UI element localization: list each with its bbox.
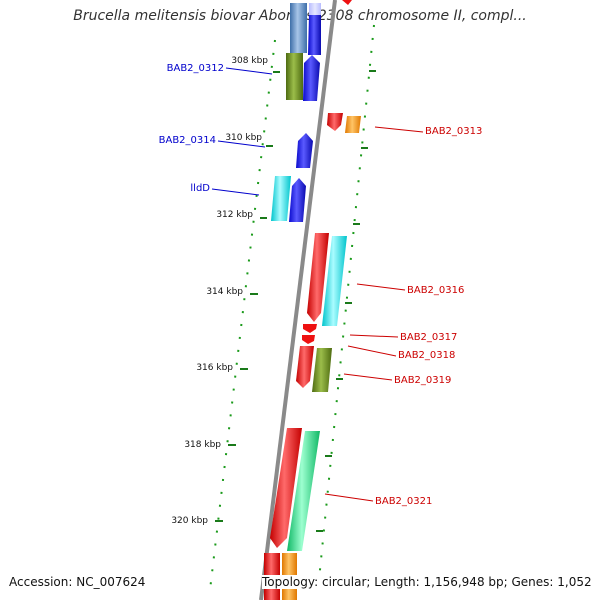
leader-lldd: [211, 188, 260, 196]
gene-blue-0312[interactable]: [303, 55, 320, 101]
gene-cyan-lldd[interactable]: [271, 176, 291, 221]
gene-orange-0313[interactable]: [345, 116, 361, 133]
gene-red-0317[interactable]: [303, 324, 317, 333]
label-bab2-0319[interactable]: BAB2_0319: [394, 375, 451, 386]
leader-bab2-0313: [374, 126, 424, 133]
tick-label-310: 310 kbp: [225, 133, 262, 143]
accession-text: Accession: NC_007624: [9, 575, 146, 589]
gene-red-0319[interactable]: [296, 346, 314, 388]
gene-red-0313[interactable]: [327, 113, 343, 131]
label-bab2-0318[interactable]: BAB2_0318: [398, 350, 455, 361]
gene-steel[interactable]: [290, 3, 307, 53]
chromosome-backbone: [259, 0, 337, 600]
gene-cyan-0316[interactable]: [322, 236, 347, 326]
label-bab2-0317[interactable]: BAB2_0317: [400, 332, 457, 343]
label-bab2-0316[interactable]: BAB2_0316: [407, 285, 464, 296]
tick-label-308: 308 kbp: [231, 56, 268, 66]
gene-red-0321[interactable]: [270, 428, 302, 548]
tick-label-316: 316 kbp: [196, 363, 233, 373]
leader-bab2-0317: [349, 334, 399, 338]
gene-blue-lldd[interactable]: [289, 178, 306, 222]
gene-olive-0319[interactable]: [312, 348, 332, 392]
label-bab2-0313[interactable]: BAB2_0313: [425, 126, 482, 137]
leader-bab2-0319: [343, 373, 393, 381]
tick-label-318: 318 kbp: [184, 440, 221, 450]
label-lldd[interactable]: lldD: [190, 183, 210, 194]
leader-bab2-0312: [225, 67, 273, 75]
gene-top-lavender[interactable]: [309, 3, 321, 15]
leader-bab2-0316: [356, 283, 406, 291]
tick-label-314: 314 kbp: [206, 287, 243, 297]
topology-summary: Topology: circular; Length: 1,156,948 bp…: [262, 575, 596, 589]
tick-marks: [215, 70, 376, 532]
inner-guide-ring: [209, 39, 276, 591]
tick-label-320: 320 kbp: [171, 516, 208, 526]
gene-red-0316[interactable]: [307, 233, 329, 322]
tick-label-312: 312 kbp: [216, 210, 253, 220]
gene-red-0318[interactable]: [302, 335, 315, 344]
leader-bab2-0321: [324, 493, 374, 502]
leader-bab2-0318: [347, 345, 397, 357]
gene-top-red-arrow[interactable]: [342, 0, 352, 5]
label-bab2-0321[interactable]: BAB2_0321: [375, 496, 432, 507]
label-bab2-0314[interactable]: BAB2_0314: [159, 135, 216, 146]
gene-blue-0314[interactable]: [296, 133, 313, 168]
gene-olive-0312[interactable]: [286, 53, 303, 100]
leader-bab2-0314: [217, 140, 266, 148]
gene-green-0321[interactable]: [287, 431, 320, 551]
gene-blue-top[interactable]: [308, 15, 321, 55]
label-bab2-0312[interactable]: BAB2_0312: [167, 63, 224, 74]
